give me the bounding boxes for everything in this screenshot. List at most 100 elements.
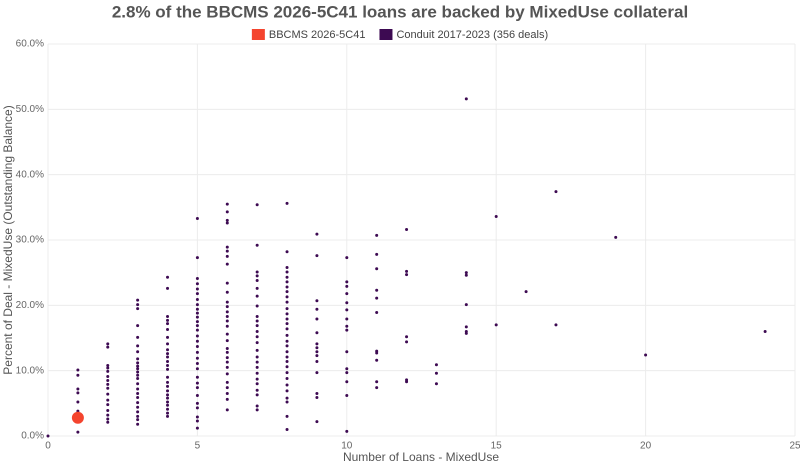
point <box>405 335 409 339</box>
legend-label: Conduit 2017-2023 (356 deals) <box>396 29 548 41</box>
point <box>106 375 110 379</box>
point <box>225 350 229 354</box>
point <box>225 380 229 384</box>
y-tick-label: 20.0% <box>16 300 44 311</box>
point <box>106 413 110 417</box>
point <box>255 404 259 408</box>
point <box>136 422 140 426</box>
point <box>315 420 319 424</box>
point <box>464 273 468 277</box>
point <box>76 391 80 395</box>
point <box>195 361 199 365</box>
point <box>315 371 319 375</box>
x-tick-label: 5 <box>195 441 201 452</box>
point <box>494 323 498 327</box>
plot-area <box>46 97 767 438</box>
point <box>255 382 259 386</box>
point <box>614 235 618 239</box>
point <box>195 406 199 410</box>
point <box>285 280 289 284</box>
point <box>315 342 319 346</box>
point <box>195 381 199 385</box>
point <box>285 322 289 326</box>
point <box>166 407 170 411</box>
point <box>136 392 140 396</box>
point <box>285 327 289 331</box>
point <box>345 308 349 312</box>
y-tick-label: 60.0% <box>16 39 44 50</box>
point <box>315 392 319 396</box>
point <box>345 350 349 354</box>
point <box>285 317 289 321</box>
y-axis-title: Percent of Deal - MixedUse (Outstanding … <box>1 105 15 374</box>
point <box>225 324 229 328</box>
point <box>285 400 289 404</box>
point <box>255 341 259 345</box>
point <box>345 429 349 433</box>
point <box>345 380 349 384</box>
point <box>405 273 409 277</box>
point <box>285 312 289 316</box>
point <box>195 356 199 360</box>
point <box>106 345 110 349</box>
point <box>225 392 229 396</box>
point <box>315 360 319 364</box>
point <box>166 352 170 356</box>
point <box>225 408 229 412</box>
point <box>255 371 259 375</box>
point <box>76 368 80 372</box>
point <box>225 210 229 214</box>
point <box>195 315 199 319</box>
point <box>225 397 229 401</box>
point <box>255 324 259 328</box>
point <box>166 393 170 397</box>
point <box>136 298 140 302</box>
point <box>166 367 170 371</box>
point <box>166 380 170 384</box>
point <box>255 203 259 207</box>
point <box>195 367 199 371</box>
point <box>375 380 379 384</box>
point <box>405 380 409 384</box>
point <box>136 382 140 386</box>
point <box>106 363 110 367</box>
point <box>195 216 199 220</box>
point <box>106 398 110 402</box>
point <box>166 318 170 322</box>
point <box>285 427 289 431</box>
point <box>285 396 289 400</box>
point <box>195 324 199 328</box>
point <box>405 340 409 344</box>
chart-title: 2.8% of the BBCMS 2026-5C41 loans are ba… <box>112 2 688 21</box>
point <box>46 434 50 438</box>
point <box>106 369 110 373</box>
point <box>345 371 349 375</box>
point <box>255 279 259 283</box>
point <box>285 250 289 254</box>
point <box>375 296 379 300</box>
point <box>106 417 110 421</box>
point <box>106 342 110 346</box>
point <box>225 310 229 314</box>
point <box>345 328 349 332</box>
point <box>285 360 289 364</box>
point <box>225 245 229 249</box>
point <box>136 344 140 348</box>
point <box>255 408 259 412</box>
x-tick-label: 20 <box>640 441 652 452</box>
point <box>225 202 229 206</box>
point <box>375 358 379 362</box>
point <box>166 363 170 367</box>
point <box>225 386 229 390</box>
point <box>106 378 110 382</box>
point <box>166 403 170 407</box>
grid: 0.0% 10.0% 20.0% 30.0% 40.0% 50.0% 60.0% 0 5 10 15… <box>16 39 800 452</box>
point <box>255 243 259 247</box>
point <box>225 218 229 222</box>
point <box>106 382 110 386</box>
point <box>375 386 379 390</box>
point <box>106 420 110 424</box>
point <box>345 280 349 284</box>
point <box>494 214 498 218</box>
point <box>285 275 289 279</box>
